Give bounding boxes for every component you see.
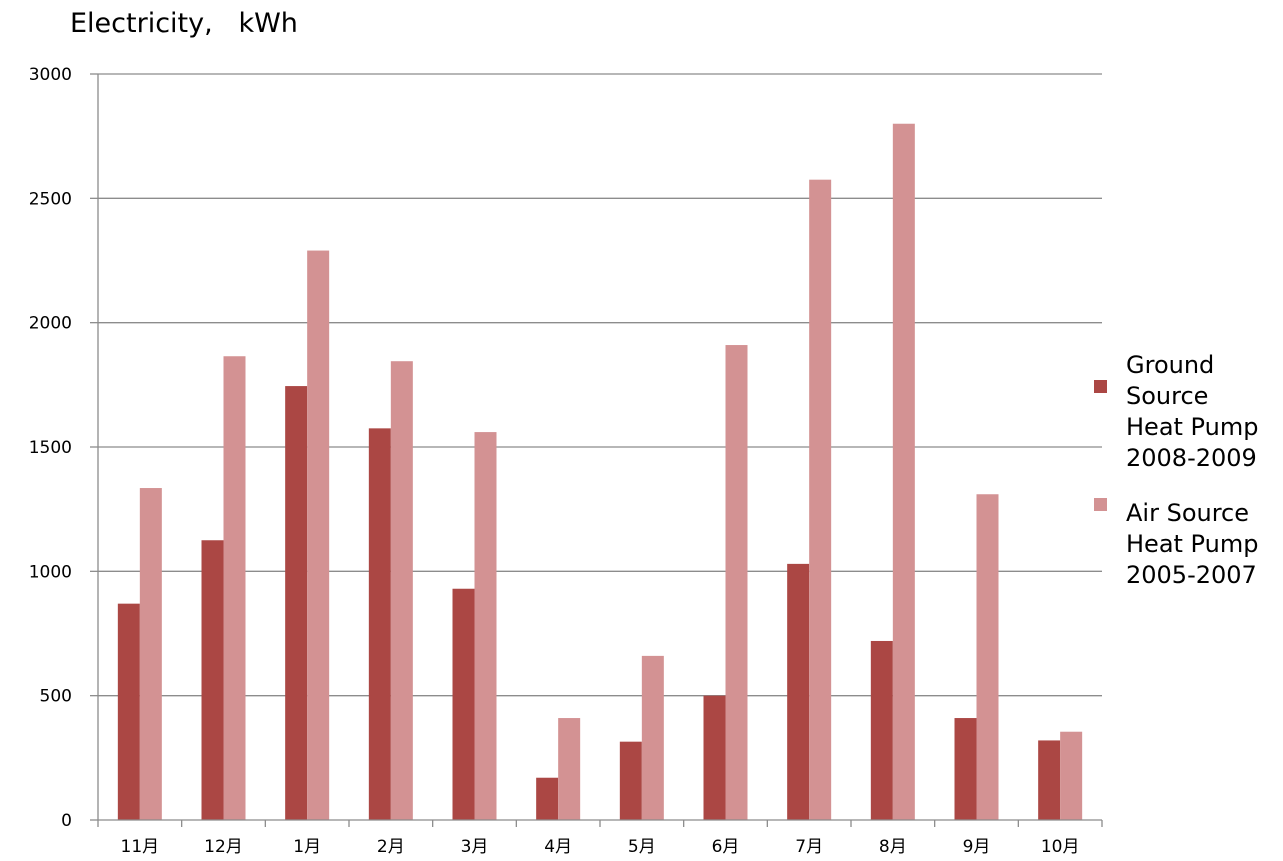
legend-item-ground-source: Ground Source Heat Pump 2008-2009 (1090, 350, 1280, 474)
y-tick-label: 1000 (29, 562, 72, 582)
bar-ground-source (703, 695, 726, 820)
bar-air-source (390, 361, 413, 820)
x-tick-label: 6月 (712, 837, 740, 857)
bar-air-source (725, 345, 748, 820)
bar-air-source (307, 250, 330, 820)
bar-ground-source (285, 386, 308, 820)
bar-ground-source (619, 741, 642, 820)
chart-title: Electricity, kWh (70, 8, 298, 39)
bar-air-source (1060, 731, 1083, 820)
bar-air-source (474, 432, 497, 820)
bars (117, 123, 1083, 820)
y-tick-label: 500 (40, 687, 72, 707)
y-tick-label: 3000 (29, 65, 72, 85)
x-tick-label: 12月 (204, 837, 243, 857)
gridlines (98, 73, 1102, 697)
bar-ground-source (870, 640, 893, 820)
legend: Ground Source Heat Pump 2008-2009 Air So… (1090, 350, 1280, 615)
bar-ground-source (368, 428, 391, 820)
x-tick-label: 2月 (377, 837, 405, 857)
bar-ground-source (1038, 740, 1061, 820)
x-tick-label: 10月 (1041, 837, 1080, 857)
bar-air-source (809, 179, 832, 820)
y-tick-label: 1500 (29, 438, 72, 458)
x-tick-label: 8月 (879, 837, 907, 857)
legend-item-air-source: Air Source Heat Pump 2005-2007 (1090, 498, 1280, 591)
y-tick-label: 2000 (29, 314, 72, 334)
x-tick-label: 3月 (461, 837, 489, 857)
bar-ground-source (201, 540, 224, 820)
x-tick-label: 4月 (544, 837, 572, 857)
y-tick-label: 2500 (29, 189, 72, 209)
x-tick-label: 7月 (795, 837, 823, 857)
x-tick-label: 5月 (628, 837, 656, 857)
legend-swatch-ground-source (1094, 380, 1107, 393)
bar-air-source (976, 494, 999, 820)
bar-ground-source (536, 777, 559, 820)
bar-air-source (641, 655, 664, 820)
x-tick-label: 1月 (293, 837, 321, 857)
legend-label-air-source: Air Source Heat Pump 2005-2007 (1126, 499, 1259, 589)
bar-air-source (223, 356, 246, 820)
bar-air-source (139, 488, 162, 820)
axes (90, 73, 1103, 827)
bar-ground-source (452, 588, 475, 820)
bar-air-source (558, 718, 581, 820)
x-tick-label: 11月 (121, 837, 160, 857)
bar-air-source (892, 123, 915, 820)
legend-label-ground-source: Ground Source Heat Pump 2008-2009 (1126, 351, 1259, 472)
bar-ground-source (787, 563, 810, 820)
bar-ground-source (954, 718, 977, 820)
legend-swatch-air-source (1094, 498, 1107, 511)
x-tick-label: 9月 (963, 837, 991, 857)
tick-labels: 0 500 1000 1500 2000 2500 3000 11月 12月 1月 2月 3月 4月 5月… (29, 65, 1080, 857)
y-tick-label: 0 (61, 811, 72, 831)
bar-ground-source (117, 603, 140, 820)
